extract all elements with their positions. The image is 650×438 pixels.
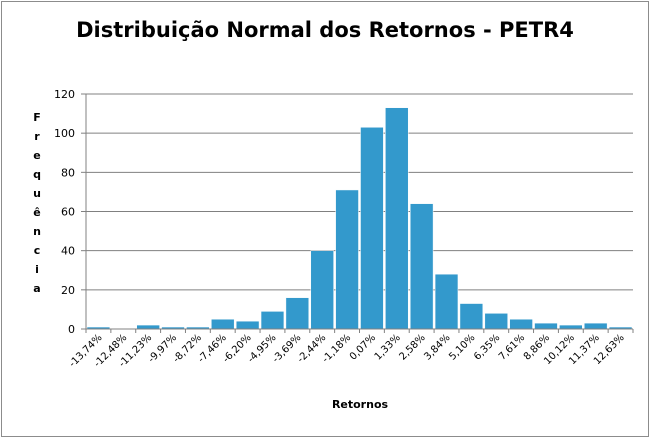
bar bbox=[509, 318, 533, 330]
bar bbox=[559, 324, 583, 330]
x-tick-labels: -13,74%-12,48%-11,23%-9,97%-8,72%-7,46%-… bbox=[67, 332, 626, 369]
y-axis-label-letter: i bbox=[35, 263, 39, 276]
bar bbox=[459, 303, 484, 330]
y-tick-labels: 0 20 40 60 80 100 120 bbox=[54, 88, 75, 336]
y-tick-label: 40 bbox=[61, 245, 75, 258]
y-axis-label-letter: u bbox=[33, 187, 41, 200]
x-tick-label: 2,58% bbox=[398, 332, 428, 362]
y-axis-label-letter: n bbox=[33, 225, 41, 238]
bar bbox=[235, 320, 260, 330]
y-tick-label: 0 bbox=[68, 323, 75, 336]
x-axis-label: Retornos bbox=[331, 398, 389, 411]
y-tick-label: 20 bbox=[61, 284, 75, 297]
x-tick-label: 1,33% bbox=[373, 332, 403, 362]
bar bbox=[584, 322, 608, 330]
bar bbox=[260, 311, 285, 330]
bar bbox=[484, 313, 508, 330]
x-tick-label: 0,07% bbox=[348, 332, 378, 362]
y-axis-label-letter: a bbox=[33, 282, 41, 295]
y-axis-label-letter: q bbox=[33, 168, 41, 181]
y-tick-label: 60 bbox=[61, 206, 75, 219]
y-axis-label-letter: ê bbox=[33, 206, 41, 219]
gridlines bbox=[86, 93, 633, 291]
bar bbox=[335, 189, 359, 330]
y-axis-label-letter: r bbox=[34, 130, 40, 143]
bar bbox=[285, 297, 310, 330]
y-axis-label-letter: F bbox=[33, 111, 41, 124]
bar bbox=[211, 318, 235, 330]
bar bbox=[534, 322, 558, 330]
x-tick-label: 3,84% bbox=[422, 332, 452, 362]
x-tick-label: 6,35% bbox=[472, 332, 502, 362]
y-tick-label: 100 bbox=[54, 127, 75, 140]
bar bbox=[360, 127, 384, 330]
y-tick-label: 120 bbox=[54, 88, 75, 101]
bars bbox=[86, 107, 633, 330]
bar bbox=[136, 324, 160, 330]
y-axis-label-letter: c bbox=[33, 244, 41, 257]
bar bbox=[385, 107, 409, 330]
x-tick-label: 7,61% bbox=[497, 332, 527, 362]
x-tick-label: 5,10% bbox=[447, 332, 477, 362]
bar bbox=[310, 250, 334, 330]
axes bbox=[81, 93, 634, 333]
bar bbox=[434, 273, 459, 330]
chart-title: Distribuição Normal dos Retornos - PETR4 bbox=[76, 18, 574, 42]
y-tick-label: 80 bbox=[61, 166, 75, 179]
y-axis-label-letter: e bbox=[33, 149, 41, 162]
bar bbox=[409, 203, 434, 330]
